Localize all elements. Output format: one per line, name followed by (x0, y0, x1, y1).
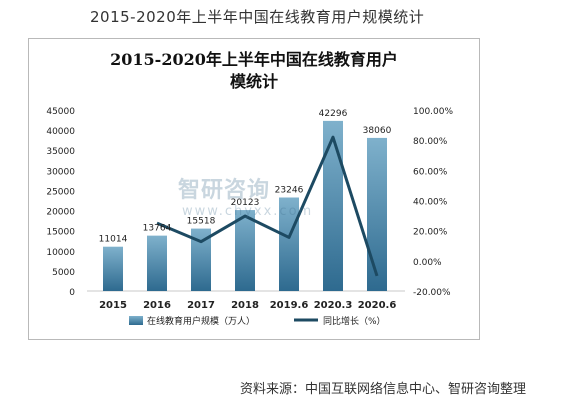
bar (323, 120, 343, 291)
y-left-tick-label: 0 (69, 288, 75, 298)
y-right-tick-label: 20.00% (413, 228, 448, 238)
x-tick-label: 2020.3 (314, 300, 353, 311)
bar (279, 197, 299, 291)
y-left-tick-label: 20000 (46, 208, 75, 218)
y-left-tick-label: 10000 (46, 248, 75, 258)
bar-data-label: 13764 (143, 224, 172, 234)
bar-data-label: 11014 (99, 235, 128, 245)
y-right-tick-label: 80.00% (413, 137, 448, 147)
y-right-tick-label: 60.00% (413, 167, 448, 177)
chart-title-line: 2015-2020年上半年中国在线教育用户 (110, 50, 398, 69)
y-left-tick-label: 15000 (46, 228, 75, 238)
y-left-tick-label: 45000 (46, 107, 75, 117)
watermark: 智研咨询 www.chyxx.com (178, 172, 313, 219)
chart-title-line: 模统计 (230, 72, 278, 91)
legend-line-label: 同比增长（%） (323, 315, 386, 327)
page-title: 2015-2020年上半年中国在线教育用户规模统计 (90, 8, 425, 26)
x-tick-label: 2019.6 (270, 300, 309, 311)
growth-line (156, 135, 379, 277)
legend-bar-swatch (129, 316, 143, 325)
y-right-tick-label: -20.00% (413, 288, 451, 298)
bar (367, 137, 387, 291)
x-tick-label: 2020.6 (358, 300, 397, 311)
y-left-tick-label: 5000 (52, 268, 75, 278)
bar-data-label: 42296 (319, 109, 348, 119)
y-left-tick-label: 35000 (46, 147, 75, 157)
y-left-tick-label: 30000 (46, 167, 75, 177)
y-left-tick-label: 40000 (46, 127, 75, 137)
y-left-tick-label: 25000 (46, 187, 75, 197)
x-tick-label: 2016 (143, 300, 171, 311)
x-tick-label: 2018 (231, 300, 259, 311)
bar-data-label: 23246 (275, 185, 304, 195)
chart-frame: 2015-2020年上半年中国在线教育用户 模统计 0 5000 10000 15000 2… (28, 38, 480, 340)
y-right-tick-label: 100.00% (413, 107, 453, 117)
watermark-url: www.chyxx.com (182, 204, 314, 219)
bar-data-label: 15518 (187, 217, 216, 227)
y-right-tick-label: 40.00% (413, 198, 448, 208)
bar (191, 228, 211, 291)
bar (147, 235, 167, 291)
x-tick-label: 2017 (187, 300, 215, 311)
bar (235, 210, 255, 291)
x-tick-label: 2015 (99, 300, 127, 311)
y-right-tick-label: 0.00% (413, 258, 442, 268)
watermark-logo: 智研咨询 (178, 178, 271, 203)
source-note: 资料来源：中国互联网络信息中心、智研咨询整理 (240, 382, 527, 397)
bar-data-label: 20123 (231, 198, 260, 208)
bar (103, 246, 123, 291)
bar-data-label: 38060 (363, 126, 392, 136)
legend-bar-label: 在线教育用户规模（万人） (147, 315, 255, 327)
